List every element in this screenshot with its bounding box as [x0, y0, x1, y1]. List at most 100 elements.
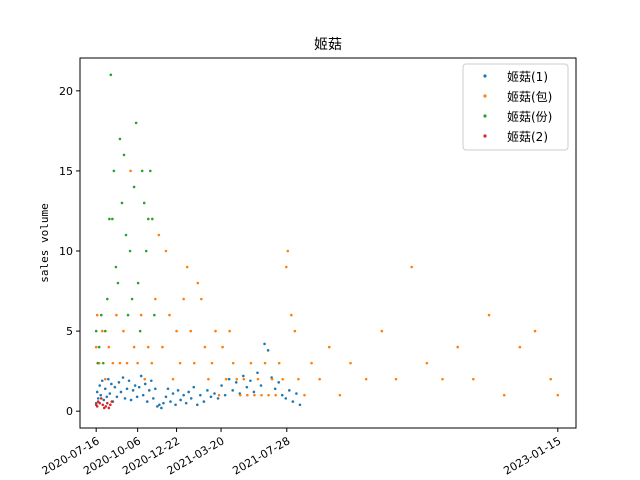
- axes-box: [79, 57, 577, 429]
- data-point: [103, 387, 107, 391]
- data-point: [179, 398, 182, 402]
- data-point: [104, 405, 108, 408]
- data-point: [217, 393, 221, 397]
- data-point: [158, 403, 161, 407]
- data-point: [124, 233, 128, 237]
- data-point: [139, 313, 143, 317]
- data-point: [189, 329, 193, 333]
- data-point: [249, 379, 252, 383]
- data-point: [128, 249, 132, 253]
- data-point: [189, 397, 193, 400]
- data-point: [108, 217, 111, 221]
- data-point: [256, 377, 260, 381]
- data-point: [456, 345, 459, 349]
- y-tick-label: 10: [59, 245, 73, 258]
- data-point: [123, 397, 127, 400]
- data-point: [114, 265, 118, 269]
- data-point: [96, 397, 100, 400]
- data-point: [487, 313, 491, 317]
- data-point: [267, 393, 270, 397]
- data-point: [216, 397, 220, 400]
- data-point: [107, 345, 111, 349]
- y-axis-ticks: 0 5 10 15 20: [59, 85, 80, 418]
- legend-label: 姬菇(包): [507, 90, 552, 104]
- legend-label: 姬菇(份): [507, 110, 552, 124]
- plot-frame: [79, 57, 577, 429]
- data-point: [95, 390, 99, 394]
- data-point: [115, 395, 119, 399]
- data-point: [284, 397, 288, 400]
- data-point: [151, 217, 154, 221]
- data-point: [157, 233, 161, 237]
- data-point: [99, 313, 103, 317]
- data-point: [149, 379, 153, 383]
- data-point: [139, 374, 143, 378]
- data-point: [101, 361, 105, 365]
- data-point: [122, 153, 126, 157]
- data-point: [199, 393, 202, 397]
- data-point: [274, 393, 277, 397]
- data-point: [253, 393, 256, 397]
- data-point: [207, 377, 210, 381]
- data-point: [160, 406, 163, 410]
- data-point: [113, 385, 117, 389]
- data-point: [533, 329, 537, 333]
- data-point: [96, 361, 99, 365]
- data-point: [228, 329, 231, 333]
- data-point: [227, 377, 231, 381]
- data-point: [175, 329, 178, 333]
- data-point: [95, 405, 99, 408]
- data-point: [556, 393, 560, 397]
- data-point: [137, 385, 141, 389]
- data-point: [103, 377, 107, 381]
- data-point: [281, 377, 285, 381]
- data-point: [156, 405, 159, 408]
- data-point: [518, 345, 522, 349]
- data-point: [109, 403, 112, 407]
- data-point: [127, 379, 131, 383]
- legend-label: 姬菇(1): [507, 70, 548, 84]
- data-point: [263, 361, 267, 365]
- y-tick-label: 5: [66, 325, 73, 338]
- data-point: [235, 377, 239, 381]
- data-point: [105, 395, 109, 399]
- data-point: [256, 371, 259, 375]
- data-point: [169, 400, 172, 403]
- data-point: [310, 361, 313, 365]
- data-point: [178, 361, 182, 365]
- data-point: [142, 201, 146, 205]
- data-point: [116, 281, 120, 285]
- data-point: [184, 401, 188, 405]
- data-point: [472, 377, 475, 381]
- data-point: [141, 393, 145, 397]
- data-point: [162, 401, 165, 405]
- data-point: [99, 393, 103, 397]
- data-point: [111, 361, 115, 365]
- data-point: [231, 389, 234, 392]
- data-point: [152, 397, 155, 400]
- data-point: [220, 384, 223, 387]
- data-point: [425, 361, 429, 365]
- data-point: [164, 249, 168, 253]
- y-tick-label: 0: [66, 405, 73, 418]
- data-point: [380, 329, 384, 333]
- data-point: [132, 345, 136, 349]
- data-point: [136, 281, 140, 285]
- legend-box: [462, 63, 569, 151]
- data-point: [144, 249, 148, 253]
- data-point: [196, 403, 199, 407]
- data-point: [238, 393, 242, 397]
- data-point: [245, 385, 249, 389]
- data-point: [98, 401, 102, 405]
- data-point: [119, 390, 123, 394]
- data-point: [290, 313, 293, 317]
- data-point: [214, 329, 217, 333]
- data-point: [103, 329, 107, 333]
- data-point: [120, 201, 124, 205]
- data-point: [280, 393, 284, 397]
- data-point: [502, 393, 506, 397]
- data-point: [164, 395, 168, 399]
- data-point: [102, 398, 106, 402]
- data-point: [94, 329, 98, 333]
